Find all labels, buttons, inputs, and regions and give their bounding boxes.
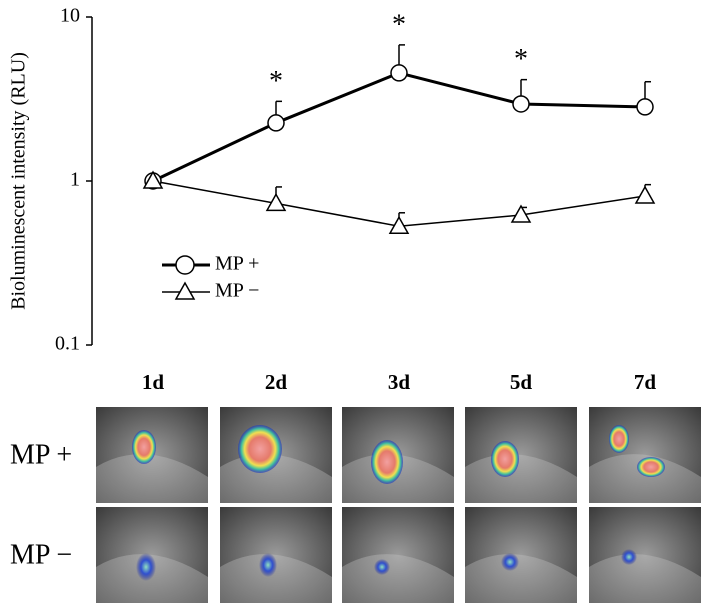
legend-label: MP + — [215, 253, 259, 275]
panel-shadow — [589, 554, 701, 603]
panel-shadow — [220, 554, 332, 603]
point — [390, 64, 408, 82]
signal-blob — [136, 553, 156, 581]
panel-image — [342, 507, 454, 603]
panel-shadow — [589, 454, 701, 503]
point — [512, 95, 530, 113]
panel-shadow — [342, 454, 454, 503]
panel-shadow — [96, 554, 208, 603]
signal-blob — [132, 430, 156, 464]
x-tick-label: 7d — [634, 370, 657, 394]
signal-blob — [621, 549, 637, 565]
signal-blob — [371, 440, 403, 484]
point — [510, 204, 532, 223]
x-tick-label: 1d — [142, 370, 165, 394]
panel-image — [589, 507, 701, 603]
signal-blob — [238, 425, 282, 473]
signal-blob — [501, 553, 519, 571]
panel-image — [96, 507, 208, 603]
panel-shadow — [96, 454, 208, 503]
point — [634, 185, 656, 204]
plot: 0.1 1 10 1d 2d * 3d * 5d * 7d MP + MP − — [55, 5, 656, 394]
panel-shadow — [465, 554, 577, 603]
legend-marker — [174, 281, 196, 300]
y-axis-label: Bioluminescent intensity (RLU) — [8, 52, 30, 310]
image-panels: MP + MP − — [10, 407, 701, 603]
signal-blob — [491, 441, 519, 477]
panel-shadow — [342, 554, 454, 603]
point — [636, 98, 654, 116]
panel-image — [465, 407, 577, 503]
signal-blob — [637, 457, 665, 477]
y-tick-label: 10 — [60, 5, 80, 27]
panel-image — [465, 507, 577, 603]
x-tick-label: 3d — [388, 370, 411, 394]
panel-row-label: MP − — [10, 539, 72, 570]
point — [142, 170, 164, 189]
panel-image — [220, 507, 332, 603]
point — [267, 114, 285, 132]
x-tick-label: 2d — [265, 370, 288, 394]
significance-mark: * — [269, 66, 283, 97]
signal-blob — [374, 559, 390, 575]
point — [388, 215, 410, 234]
x-tick-label: 5d — [510, 370, 533, 394]
significance-mark: * — [514, 44, 528, 75]
signal-blob — [259, 553, 277, 577]
point — [265, 192, 287, 212]
legend-label: MP − — [215, 280, 259, 302]
signal-blob — [609, 425, 629, 453]
y-tick-label: 0.1 — [55, 333, 80, 355]
significance-mark: * — [392, 9, 406, 40]
panel-row-label: MP + — [10, 439, 72, 470]
legend-marker — [175, 255, 195, 275]
panel-image — [589, 407, 701, 503]
y-tick-label: 1 — [70, 169, 80, 191]
series-line — [152, 71, 646, 183]
